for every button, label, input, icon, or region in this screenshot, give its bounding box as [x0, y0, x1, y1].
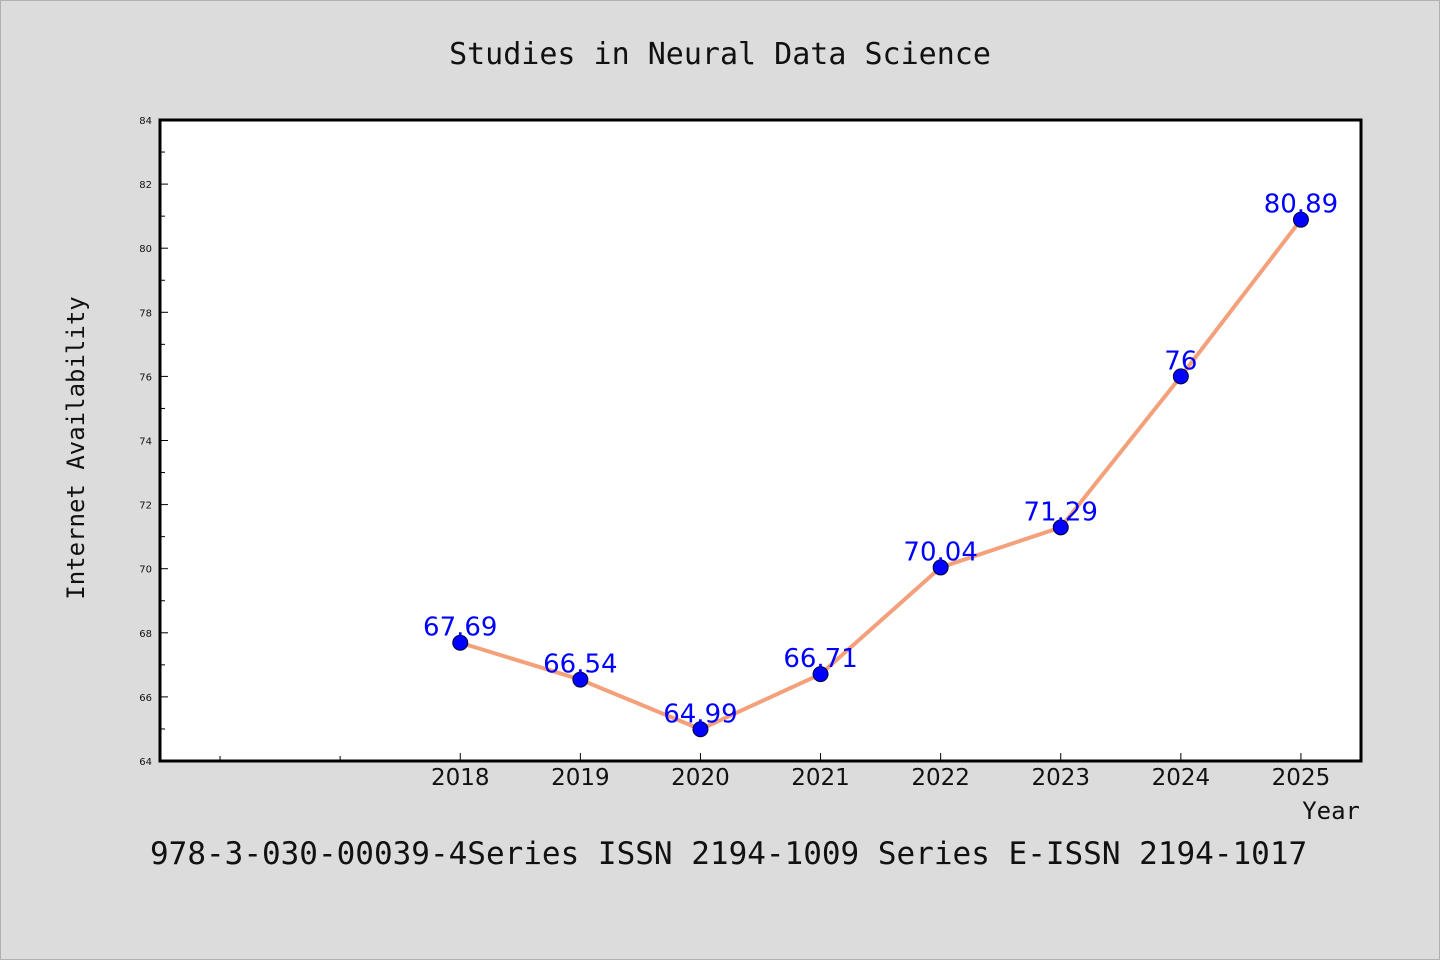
data-value-label: 66.54 [543, 650, 617, 680]
series-line [459, 218, 1303, 732]
plot-area [160, 120, 1361, 761]
y-tick-label: 70 [139, 565, 152, 576]
x-tick-label: 2024 [1152, 765, 1211, 791]
y-tick-label: 80 [139, 244, 152, 255]
data-point [692, 721, 709, 738]
plot-frame [158, 118, 1363, 763]
data-point [452, 634, 469, 651]
data-value-label: 70.04 [903, 537, 977, 567]
data-point [932, 559, 949, 576]
data-markers [452, 211, 1309, 738]
x-axis-label: Year [1302, 797, 1360, 825]
data-value-label: 64.99 [663, 699, 737, 729]
y-tick-label: 68 [139, 629, 152, 640]
data-point [1292, 211, 1309, 228]
x-tick-label: 2022 [911, 765, 970, 791]
data-point [812, 666, 829, 683]
data-value-label: 76 [1164, 346, 1197, 376]
x-axis-ticks: 2018 2019 2020 2021 2022 2023 2024 2025 [219, 753, 1331, 791]
y-tick-label: 74 [139, 437, 152, 448]
y-tick-label: 76 [139, 372, 152, 383]
y-tick-label: 72 [139, 501, 152, 512]
data-value-label: 80.89 [1264, 190, 1338, 220]
data-point [1172, 368, 1189, 385]
data-value-label: 66.71 [783, 644, 857, 674]
y-axis-label: Internet Availability [62, 296, 90, 599]
y-tick-label: 78 [139, 308, 152, 319]
x-tick-label: 2023 [1031, 765, 1090, 791]
x-tick-label: 2025 [1272, 765, 1331, 791]
y-tick-label: 82 [139, 180, 152, 191]
y-tick-label: 84 [139, 116, 152, 127]
y-tick-label: 64 [139, 757, 152, 768]
data-point [572, 671, 589, 688]
y-axis-ticks: 64 66 68 70 72 74 76 78 80 82 84 [139, 116, 168, 768]
chart-title: Studies in Neural Data Science [449, 37, 991, 72]
x-tick-label: 2019 [551, 765, 610, 791]
x-tick-label: 2018 [431, 765, 490, 791]
data-value-label: 71.29 [1024, 497, 1098, 527]
data-labels: 67.69 66.54 64.99 66.71 70.04 71.29 76 80.89 [423, 190, 1338, 730]
data-point [1052, 519, 1069, 536]
x-tick-label: 2021 [791, 765, 850, 791]
x-tick-label: 2020 [671, 765, 730, 791]
y-tick-label: 66 [139, 693, 152, 704]
data-value-label: 67.69 [423, 613, 497, 643]
footer-isbn-issn: 978-3-030-00039-4Series ISSN 2194-1009 S… [150, 836, 1307, 872]
